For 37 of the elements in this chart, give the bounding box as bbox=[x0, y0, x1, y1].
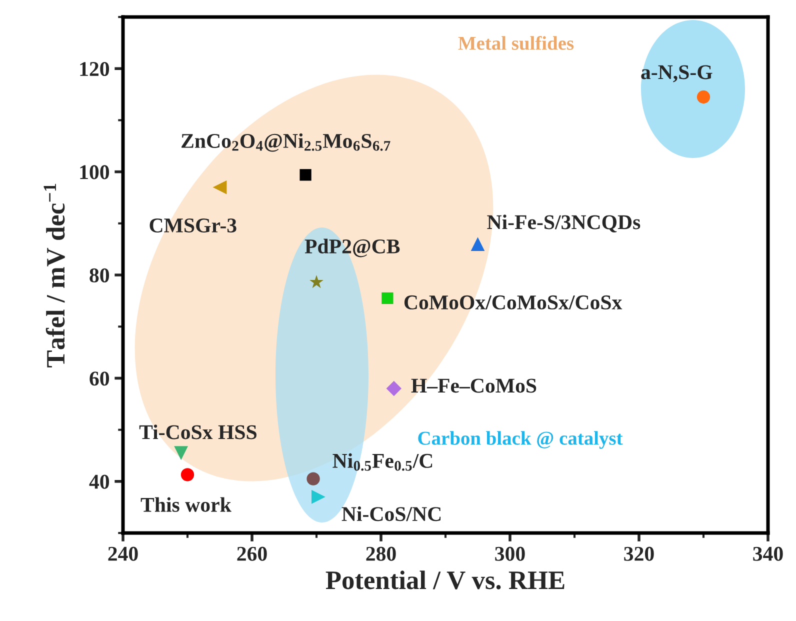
annotation: Metal sulfides bbox=[458, 36, 574, 50]
point bbox=[212, 180, 227, 194]
y-tick-label: 100 bbox=[80, 165, 110, 180]
x-tick-label: 240 bbox=[108, 546, 138, 561]
series-label: Ti-CoSx HSS bbox=[139, 424, 256, 440]
x-tick-label: 300 bbox=[495, 546, 525, 561]
series-label: This work bbox=[140, 497, 232, 512]
series-label: PdP2@CB bbox=[304, 238, 400, 258]
point bbox=[180, 468, 194, 482]
x-tick-label: 260 bbox=[237, 546, 267, 561]
text: ZnCo$_{2}$O$_{4}$@Ni$_{2.5}$Mo$_{6}$S$_{6.7}$ bbox=[182, 133, 390, 152]
series-label: H–Fe–CoMoS bbox=[411, 378, 536, 393]
series-label: CoMoOx/CoMoSx/CoSx bbox=[404, 295, 622, 310]
point bbox=[306, 472, 320, 486]
y-tick-label: 120 bbox=[80, 62, 110, 76]
series-label: Ni$_{0.5}$Fe$_{0.5}$/C bbox=[332, 453, 432, 471]
point bbox=[382, 292, 394, 304]
x-axis-title: Potential / V vs. RHE bbox=[326, 570, 564, 590]
x-tick-label: 280 bbox=[366, 546, 396, 561]
y-tick-label: 80 bbox=[90, 268, 110, 282]
point bbox=[174, 446, 188, 460]
point bbox=[470, 237, 485, 251]
series-label: a-N,S-G bbox=[641, 65, 712, 82]
x-tick-label: 340 bbox=[753, 546, 783, 561]
series-label: Ni-CoS/NC bbox=[342, 506, 441, 522]
y-tick-label: 60 bbox=[90, 372, 110, 386]
x-tick-label: 320 bbox=[624, 546, 654, 561]
point bbox=[310, 274, 324, 288]
point bbox=[386, 380, 402, 396]
point bbox=[300, 169, 312, 181]
point bbox=[311, 490, 326, 504]
y-tick-label: 40 bbox=[89, 474, 110, 489]
annotation: Carbon black @ catalyst bbox=[418, 431, 623, 449]
y-axis-title: Tafel / mV dec$^{−1}$ bbox=[44, 184, 65, 368]
series-label: CMSGr-3 bbox=[150, 218, 236, 232]
point bbox=[696, 90, 710, 104]
series-label: Ni-Fe-S/3NCQDs bbox=[487, 214, 640, 232]
